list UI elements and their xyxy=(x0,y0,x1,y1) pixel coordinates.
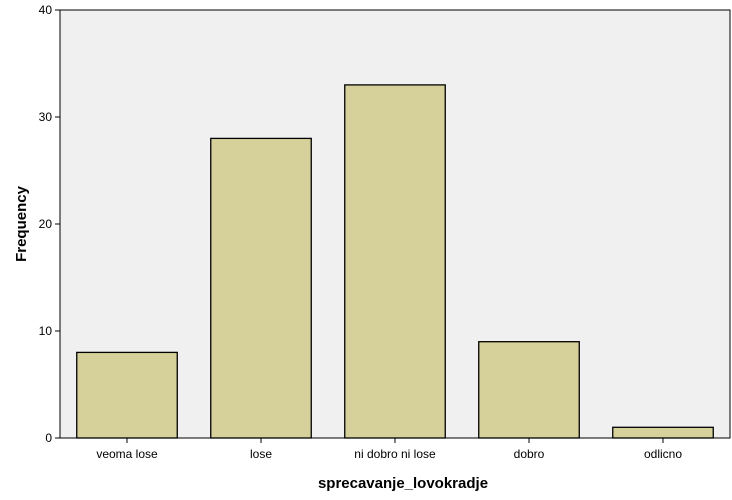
y-axis-title: Frequency xyxy=(13,185,30,262)
y-tick-label-3: 30 xyxy=(39,110,53,124)
bars-layer xyxy=(76,84,714,439)
x-tick-label-0: veoma lose xyxy=(96,447,158,461)
bar-3 xyxy=(478,341,580,439)
bar-0 xyxy=(76,351,178,439)
bar-2 xyxy=(344,84,446,439)
y-tick-label-0: 0 xyxy=(45,431,52,445)
x-tick-label-3: dobro xyxy=(514,447,545,461)
y-tick-label-1: 10 xyxy=(39,324,53,338)
bar-4 xyxy=(612,426,714,439)
bar-1 xyxy=(210,137,312,439)
y-tick-label-4: 40 xyxy=(39,3,53,17)
x-axis: veoma lose lose ni dobro ni lose dobro odlic… xyxy=(96,438,682,461)
y-tick-label-2: 20 xyxy=(39,217,53,231)
x-axis-title: sprecavanje_lovokradje xyxy=(318,475,488,492)
y-axis: 0 10 20 30 40 xyxy=(39,3,60,445)
x-tick-label-2: ni dobro ni lose xyxy=(354,447,436,461)
x-tick-label-4: odlicno xyxy=(644,447,682,461)
x-tick-label-1: lose xyxy=(250,447,272,461)
